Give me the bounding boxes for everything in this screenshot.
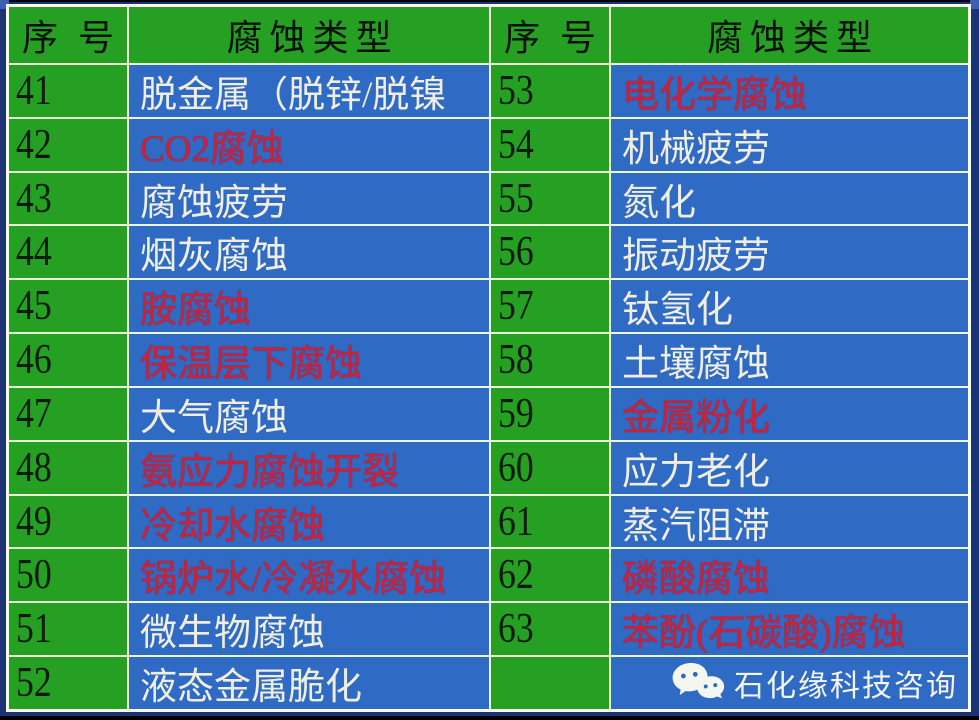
row-number: 57 [498,283,534,330]
corrosion-type-cell: 应力老化 [611,441,968,494]
row-number-cell: 59 [491,387,609,440]
row-number-cell: 53 [491,65,609,117]
row-number-cell: 56 [491,226,609,279]
watermark-cell: 石化缘科技咨询 [611,657,968,709]
row-number: 43 [16,175,52,222]
row-number-cell: 61 [491,495,609,548]
row-number-cell: 42 [9,118,127,171]
corrosion-type-cell: 微生物腐蚀 [129,603,489,656]
row-number: 47 [16,390,52,437]
row-number: 60 [498,444,534,491]
corrosion-type-cell: 磷酸腐蚀 [611,549,968,602]
row-number: 50 [16,552,52,599]
watermark-text: 石化缘科技咨询 [734,670,958,704]
row-number-cell: 44 [9,226,127,279]
corrosion-table: 序号 腐蚀类型 序号 腐蚀类型 41 脱金属（脱锌/脱镍 53 电化学腐蚀 42… [6,4,971,712]
corrosion-table-grid: 序号 腐蚀类型 序号 腐蚀类型 41 脱金属（脱锌/脱镍 53 电化学腐蚀 42… [9,7,968,709]
corrosion-type-cell: 腐蚀疲劳 [129,172,489,225]
corrosion-type-cell: 烟灰腐蚀 [129,226,489,279]
row-number: 49 [16,498,52,545]
corrosion-type-cell: 锅炉水/冷凝水腐蚀 [129,549,489,602]
row-number: 58 [498,337,534,384]
row-number-cell: 58 [491,334,609,386]
row-number: 44 [16,229,52,276]
row-number: 45 [16,283,52,330]
row-number-cell: 41 [9,65,127,117]
row-number-cell: 49 [9,495,127,548]
row-number-cell: 45 [9,280,127,333]
corrosion-type-cell: 氮化 [611,172,968,225]
corrosion-type-cell: 蒸汽阻滞 [611,495,968,548]
wechat-icon [669,658,727,709]
row-number: 48 [16,444,52,491]
row-number-cell: 51 [9,603,127,656]
row-number-cell: 54 [491,118,609,171]
corrosion-type-cell: 苯酚(石碳酸)腐蚀 [611,603,968,656]
corrosion-type-cell: 脱金属（脱锌/脱镍 [129,65,489,117]
corrosion-type-cell: 电化学腐蚀 [611,65,968,117]
empty-number-cell [491,657,609,709]
corner-artifact [970,0,979,9]
row-number: 62 [498,552,534,599]
row-number: 52 [16,660,52,707]
row-number-cell: 46 [9,334,127,386]
corrosion-type-cell: 氨应力腐蚀开裂 [129,441,489,494]
header-serial-left: 序号 [9,7,127,63]
header-type-left: 腐蚀类型 [129,7,489,63]
row-number-cell: 52 [9,657,127,709]
corrosion-type-cell: 保温层下腐蚀 [129,334,489,386]
corner-artifact [0,0,9,9]
row-number-cell: 55 [491,172,609,225]
corrosion-type-cell: 土壤腐蚀 [611,334,968,386]
row-number: 59 [498,390,534,437]
corrosion-type-cell: 机械疲劳 [611,118,968,171]
row-number-cell: 63 [491,603,609,656]
corrosion-type-cell: 大气腐蚀 [129,387,489,440]
corrosion-type-cell: 振动疲劳 [611,226,968,279]
header-serial-right: 序号 [491,7,609,63]
row-number: 42 [16,121,52,168]
corrosion-type-cell: 金属粉化 [611,387,968,440]
row-number-cell: 57 [491,280,609,333]
row-number: 63 [498,606,534,653]
row-number-cell: 60 [491,441,609,494]
row-number: 51 [16,606,52,653]
row-number: 54 [498,121,534,168]
row-number: 61 [498,498,534,545]
header-type-right: 腐蚀类型 [611,7,968,63]
corrosion-type-cell: 液态金属脆化 [129,657,489,709]
row-number-cell: 50 [9,549,127,602]
row-number: 41 [16,67,52,114]
row-number: 53 [498,67,534,114]
row-number-cell: 62 [491,549,609,602]
row-number-cell: 43 [9,172,127,225]
row-number-cell: 47 [9,387,127,440]
row-number: 46 [16,337,52,384]
row-number-cell: 48 [9,441,127,494]
row-number: 55 [498,175,534,222]
corrosion-type-cell: 钛氢化 [611,280,968,333]
corrosion-type-cell: 冷却水腐蚀 [129,495,489,548]
corrosion-type-cell: CO2腐蚀 [129,118,489,171]
row-number: 56 [498,229,534,276]
corrosion-type-cell: 胺腐蚀 [129,280,489,333]
